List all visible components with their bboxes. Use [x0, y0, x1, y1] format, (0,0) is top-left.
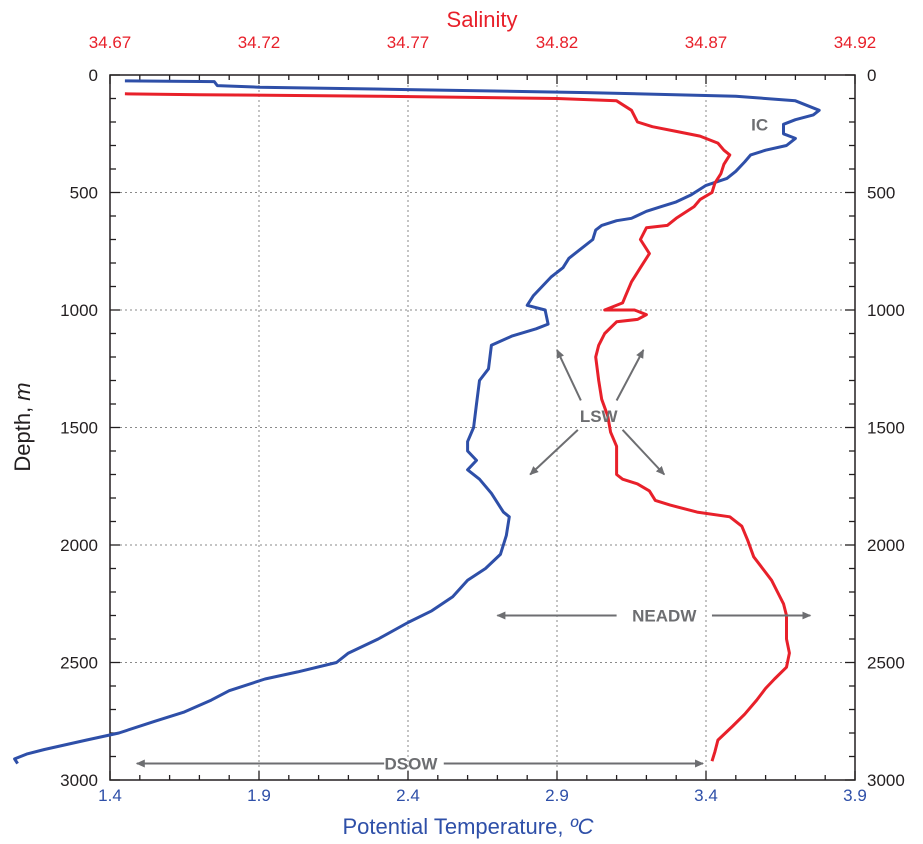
right-tick-label: 2000 — [867, 536, 905, 555]
top-tick-label: 34.92 — [834, 33, 877, 52]
left-axis-title-text: Depth, — [10, 401, 35, 472]
water-mass-label-neadw: NEADW — [632, 607, 697, 626]
annotation-arrow — [621, 429, 666, 476]
top-tick-label: 34.77 — [387, 33, 430, 52]
right-tick-label: 1000 — [867, 301, 905, 320]
annotation-arrows — [135, 349, 812, 768]
annotation-arrow — [615, 349, 645, 401]
bottom-tick-label: 3.9 — [843, 786, 867, 805]
left-tick-label: 0 — [89, 66, 98, 85]
right-tick-label: 2500 — [867, 654, 905, 673]
right-tick-label: 0 — [867, 66, 876, 85]
bottom-tick-label: 1.4 — [98, 786, 122, 805]
top-tick-label: 34.67 — [89, 33, 132, 52]
top-tick-label: 34.82 — [536, 33, 579, 52]
left-tick-label: 500 — [70, 184, 98, 203]
left-tick-label: 1000 — [60, 301, 98, 320]
left-axis-title: Depth, m — [10, 382, 35, 471]
water-mass-label-dsow: DSOW — [385, 755, 439, 774]
bottom-tick-label: 3.4 — [694, 786, 718, 805]
left-tick-label: 1500 — [60, 419, 98, 438]
top-tick-label: 34.87 — [685, 33, 728, 52]
bottom-tick-label: 2.9 — [545, 786, 569, 805]
temperature-profile-line — [13, 79, 821, 765]
water-mass-label-ic: IC — [751, 115, 768, 134]
left-axis-title-unit: m — [10, 382, 35, 400]
bottom-axis-title-text: Potential Temperature, — [343, 814, 570, 839]
right-tick-label: 3000 — [867, 771, 905, 790]
data-series — [13, 79, 821, 765]
grid-lines — [110, 75, 855, 780]
annotation-arrow — [556, 349, 582, 401]
bottom-tick-label: 1.9 — [247, 786, 271, 805]
annotation-labels: IC LSW NEADW DSOW — [385, 115, 769, 773]
bottom-axis-title-unit: ºC — [570, 814, 594, 839]
tick-labels: 1.4 1.9 2.4 2.9 3.4 3.9 34.67 34.72 34.77 34.82 34… — [60, 33, 905, 805]
right-tick-label: 1500 — [867, 419, 905, 438]
salinity-profile-line — [124, 92, 791, 762]
top-axis-title: Salinity — [447, 7, 518, 32]
bottom-axis-title: Potential Temperature, ºC — [343, 814, 594, 839]
right-tick-label: 500 — [867, 184, 895, 203]
water-mass-label-lsw: LSW — [580, 407, 619, 426]
left-tick-label: 2000 — [60, 536, 98, 555]
left-tick-label: 2500 — [60, 654, 98, 673]
left-tick-label: 3000 — [60, 771, 98, 790]
annotation-arrow — [529, 429, 579, 476]
axis-ticks — [109, 74, 856, 781]
bottom-tick-label: 2.4 — [396, 786, 420, 805]
top-tick-label: 34.72 — [238, 33, 281, 52]
